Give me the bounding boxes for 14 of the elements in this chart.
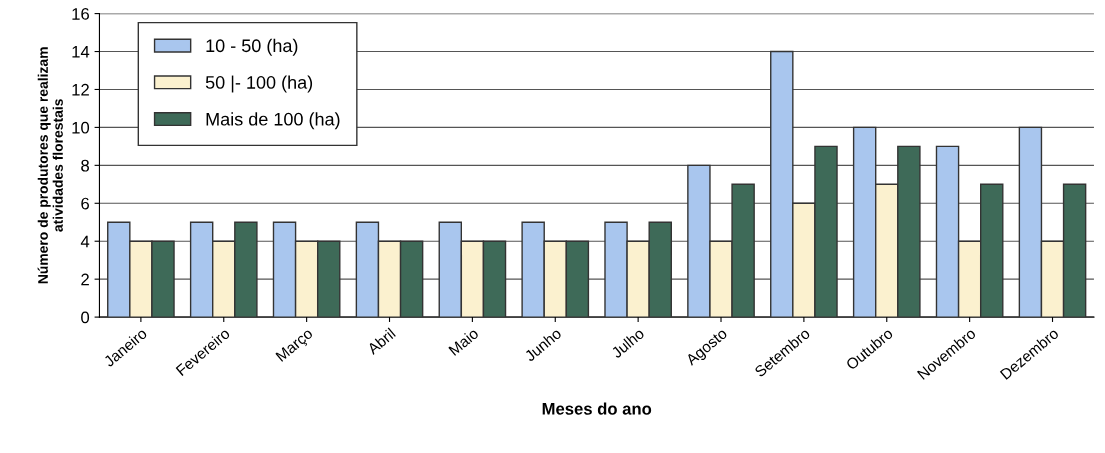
y-tick-label: 4 <box>80 235 90 248</box>
y-tick-label: 12 <box>72 83 89 96</box>
y-tick-label: 0 <box>81 311 90 324</box>
y-axis-title: Número de produtores que realizam atividades florestais <box>37 47 63 284</box>
legend-label: 10 - 50 (ha) <box>206 38 298 56</box>
y-tick-label: 14 <box>72 46 90 58</box>
y-tick-label: 16 <box>72 7 89 20</box>
y-tick-label: 8 <box>81 159 89 172</box>
x-axis-title: Meses do ano <box>542 402 652 415</box>
y-tick-label: 10 <box>72 121 90 134</box>
y-tick-label: 6 <box>81 197 89 210</box>
legend-label: 50 |- 100 (ha) <box>205 75 313 93</box>
legend-label: Mais de 100 (ha) <box>206 112 340 130</box>
y-tick-label: 2 <box>81 273 89 286</box>
